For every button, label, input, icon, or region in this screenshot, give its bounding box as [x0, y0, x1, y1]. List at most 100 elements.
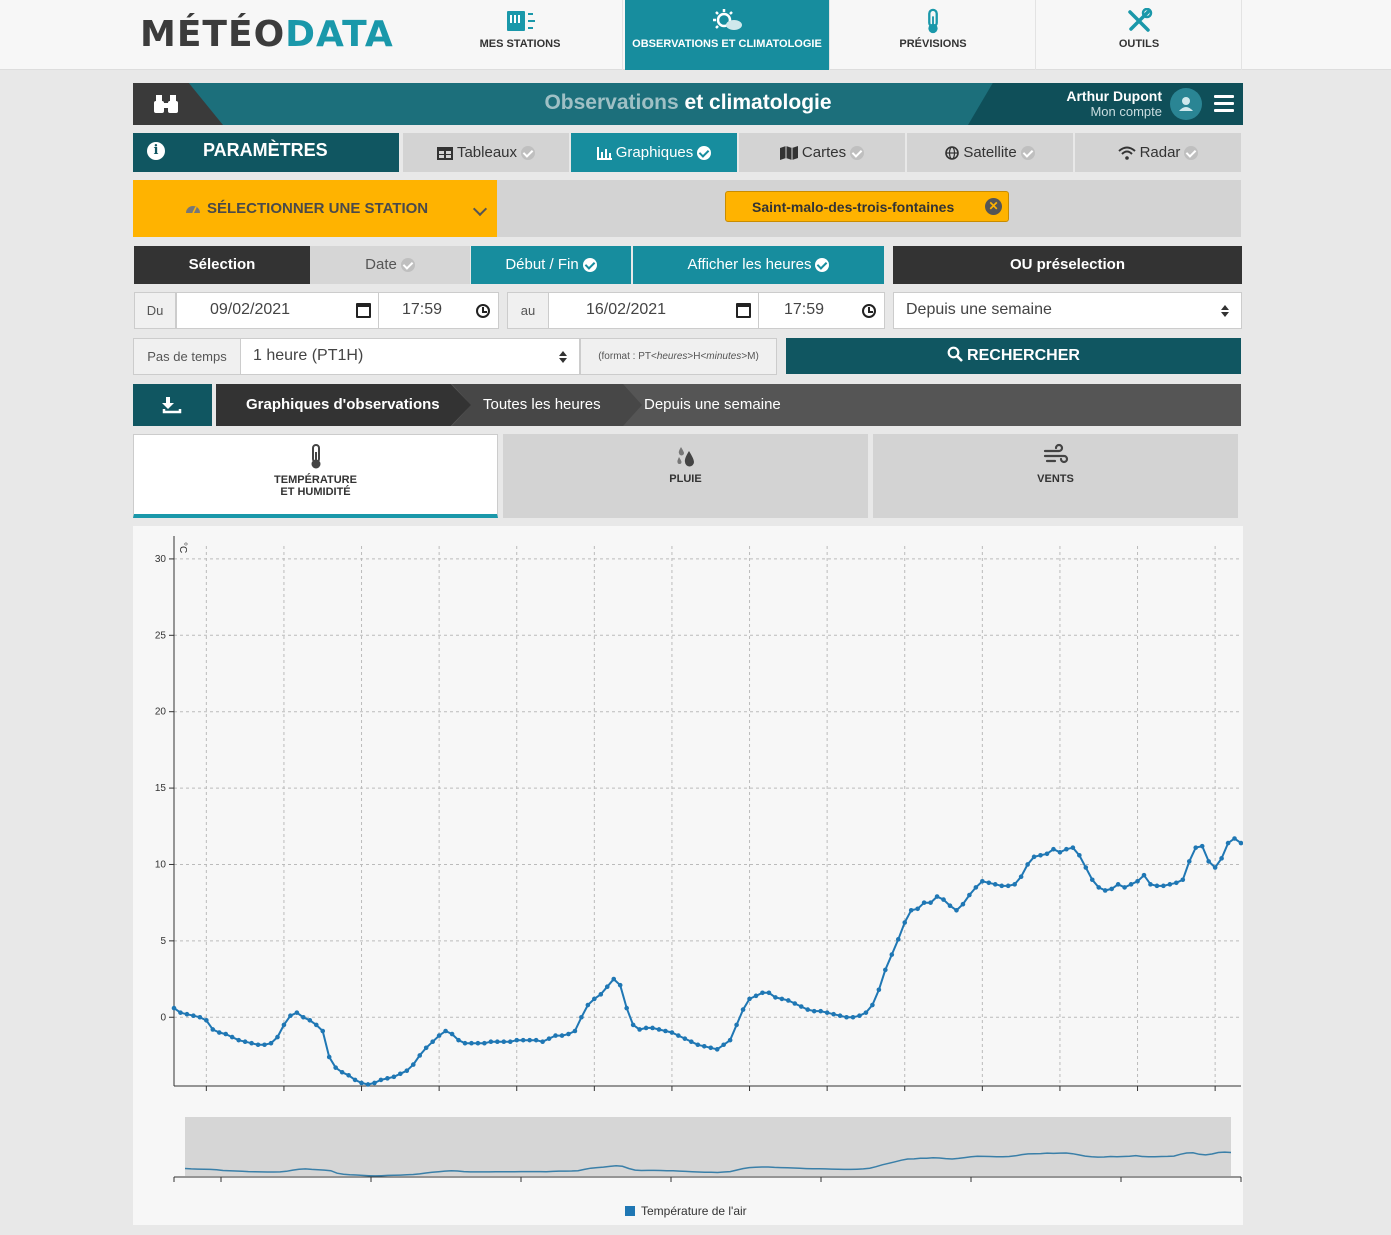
data-point: [805, 1007, 811, 1012]
data-point: [1109, 886, 1114, 892]
nav-observations-climatologie[interactable]: OBSERVATIONS ET CLIMATOLOGIE: [625, 0, 830, 70]
data-point: [307, 1018, 313, 1023]
tab-parametres[interactable]: i PARAMÈTRES: [133, 133, 399, 172]
data-point: [876, 987, 882, 993]
data-point: [178, 1010, 183, 1015]
step-select[interactable]: 1 heure (PT1H): [240, 338, 580, 375]
tab-graphiques[interactable]: Graphiques: [571, 133, 737, 172]
data-point: [495, 1039, 500, 1044]
tab-cartes[interactable]: Cartes: [739, 133, 905, 172]
tab-radar[interactable]: Radar: [1075, 133, 1241, 172]
data-point: [714, 1047, 720, 1052]
data-point: [863, 1010, 869, 1015]
data-point: [1122, 885, 1127, 890]
remove-station-icon[interactable]: ✕: [985, 198, 1002, 215]
chart-tab-temperature[interactable]: TEMPÉRATURE ET HUMIDITÉ: [133, 434, 498, 518]
data-point: [488, 1039, 494, 1044]
data-point: [1012, 882, 1017, 887]
data-point: [301, 1014, 306, 1020]
select-station-dropdown[interactable]: SÉLECTIONNER UNE STATION: [133, 180, 497, 237]
to-time-input[interactable]: 17:59: [758, 292, 885, 329]
data-point: [682, 1036, 688, 1041]
data-point: [1005, 883, 1011, 889]
clock-icon[interactable]: [862, 304, 876, 318]
data-point: [1135, 878, 1140, 884]
data-point: [359, 1080, 364, 1086]
calendar-icon[interactable]: [356, 303, 371, 318]
data-point: [579, 1014, 584, 1020]
data-point: [514, 1037, 520, 1043]
wind-icon: [1043, 443, 1068, 464]
afficher-heures-toggle[interactable]: Afficher les heures: [633, 246, 884, 284]
data-point: [391, 1074, 397, 1080]
data-point: [850, 1014, 856, 1020]
user-name[interactable]: Arthur Dupont: [1066, 88, 1162, 104]
data-point: [436, 1033, 442, 1038]
y-tick-label: 20: [155, 707, 167, 718]
data-point: [572, 1028, 578, 1034]
data-point: [1232, 836, 1237, 841]
chart-legend[interactable]: Température de l'air: [625, 1204, 747, 1218]
nav-mes-stations[interactable]: MES STATIONS: [418, 0, 623, 70]
data-point: [798, 1004, 804, 1009]
from-time-input[interactable]: 17:59: [378, 292, 499, 329]
chart-tab-vents[interactable]: VENTS: [873, 434, 1238, 518]
data-point: [184, 1011, 190, 1017]
check-icon: [1184, 146, 1199, 161]
download-button[interactable]: [133, 384, 212, 426]
wifi-icon: [1117, 146, 1136, 160]
select-arrows-icon: [559, 351, 567, 363]
search-button[interactable]: RECHERCHER: [786, 338, 1241, 374]
data-point: [643, 1025, 649, 1031]
preset-select[interactable]: Depuis une semaine: [893, 292, 1242, 329]
from-date-input[interactable]: 09/02/2021: [176, 292, 379, 329]
station-chip: Saint-malo-des-trois-fontaines ✕: [725, 191, 1009, 222]
y-tick-label: 30: [155, 554, 167, 565]
app-logo[interactable]: MÉTÉODATA: [140, 14, 394, 55]
data-point: [553, 1033, 558, 1038]
data-point: [210, 1027, 216, 1032]
data-point: [204, 1018, 209, 1023]
data-point: [1128, 882, 1134, 887]
data-point: [462, 1040, 468, 1046]
data-point: [365, 1082, 371, 1087]
data-point: [1031, 854, 1037, 860]
globe-icon: [945, 146, 960, 160]
data-point: [533, 1037, 539, 1043]
data-point: [268, 1040, 274, 1046]
data-point: [824, 1010, 830, 1015]
data-point: [262, 1042, 267, 1048]
date-toggle[interactable]: Date: [310, 246, 470, 284]
avatar[interactable]: [1170, 88, 1202, 120]
chart-tab-pluie[interactable]: PLUIE: [503, 434, 868, 518]
breadcrumb-segment-bg: [216, 384, 471, 426]
data-point: [760, 990, 765, 996]
nav-outils[interactable]: OUTILS: [1037, 0, 1242, 70]
data-point: [676, 1033, 681, 1038]
hamburger-menu-icon[interactable]: [1214, 95, 1234, 116]
nav-previsions[interactable]: PRÉVISIONS: [831, 0, 1036, 70]
breadcrumb-item: Toutes les heures: [483, 396, 601, 413]
data-point: [482, 1040, 487, 1046]
selection-label: Sélection: [134, 246, 310, 284]
data-point: [1238, 840, 1243, 846]
data-point: [527, 1037, 532, 1043]
clock-icon[interactable]: [476, 304, 490, 318]
tab-satellite[interactable]: Satellite: [907, 133, 1073, 172]
data-point: [1225, 840, 1231, 846]
data-point: [721, 1042, 726, 1048]
data-point: [197, 1014, 203, 1020]
account-link[interactable]: Mon compte: [1090, 104, 1162, 119]
to-date-input[interactable]: 16/02/2021: [548, 292, 759, 329]
data-point: [1186, 859, 1192, 864]
page-header: Observations et climatologie Arthur Dupo…: [133, 83, 1243, 125]
data-point: [689, 1039, 694, 1044]
calendar-icon[interactable]: [736, 303, 751, 318]
tab-tableaux[interactable]: Tableaux: [403, 133, 569, 172]
data-point: [837, 1013, 843, 1019]
data-point: [229, 1034, 235, 1040]
debut-fin-toggle[interactable]: Début / Fin: [471, 246, 631, 284]
gauge-icon: [186, 206, 200, 214]
data-point: [669, 1030, 675, 1035]
data-point: [1206, 859, 1211, 864]
